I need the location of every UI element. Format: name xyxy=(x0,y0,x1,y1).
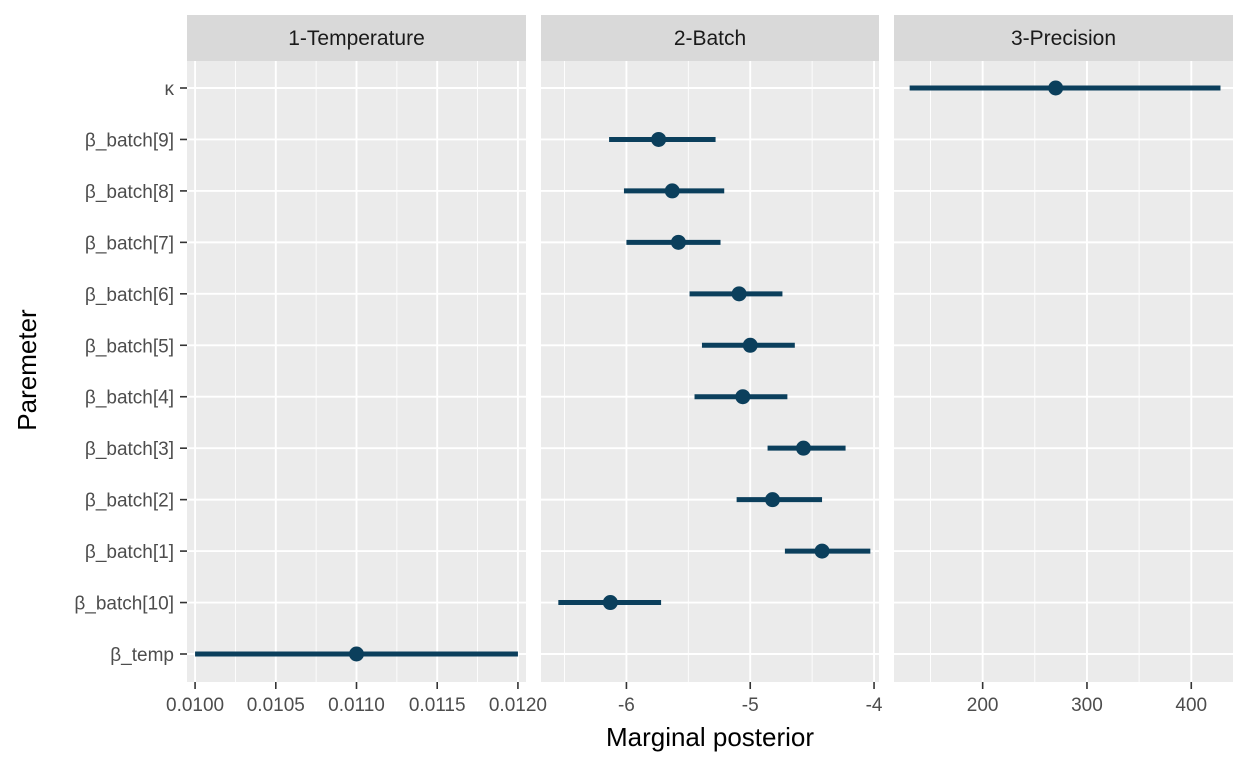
x-tick-label: 0.0105 xyxy=(247,695,305,716)
y-tick-label: κ xyxy=(165,79,175,100)
median-point xyxy=(1048,80,1064,96)
panel-1: 1-Temperature 0.0100 0.0105 0.0110 0.0115 0.0… xyxy=(166,15,547,716)
y-tick-label: β_batch[7] xyxy=(85,233,174,254)
median-point xyxy=(670,234,686,250)
panel-background xyxy=(894,61,1233,682)
panel-2: 2-Batch -6 -5 -4 xyxy=(541,15,883,716)
panel-strip xyxy=(894,15,1233,61)
panel-strip xyxy=(187,15,526,61)
y-tick-label: β_batch[8] xyxy=(85,182,174,203)
median-point xyxy=(602,595,618,611)
median-point xyxy=(742,337,758,353)
panel-background xyxy=(541,61,879,682)
panel-strip-title: 2-Batch xyxy=(674,27,746,50)
x-axis-title: Marginal posterior xyxy=(606,722,814,752)
median-point xyxy=(731,286,747,302)
x-tick-label: 300 xyxy=(1071,695,1103,716)
y-axis: β_temp β_batch[10] β_batch[1] β_batch[2] β_b… xyxy=(74,79,187,666)
x-tick-label: -6 xyxy=(618,695,635,716)
median-point xyxy=(349,646,364,662)
median-point xyxy=(765,492,781,508)
x-tick-label: -5 xyxy=(742,695,759,716)
y-tick-label: β_batch[9] xyxy=(85,130,174,151)
panel-3: 3-Precision 200 300 400 xyxy=(894,15,1233,716)
x-tick-label: 0.0100 xyxy=(166,695,224,716)
y-tick-label: β_temp xyxy=(110,645,174,666)
x-tick-label: 400 xyxy=(1175,695,1207,716)
y-tick-label: β_batch[6] xyxy=(85,285,174,306)
x-tick-label: 0.0120 xyxy=(489,695,547,716)
y-tick-label: β_batch[10] xyxy=(74,594,174,615)
panel-strip xyxy=(541,15,879,61)
panels-layer: 1-Temperature 0.0100 0.0105 0.0110 0.0115 0.0… xyxy=(166,15,1233,716)
x-tick-label: 0.0110 xyxy=(328,695,385,716)
median-point xyxy=(735,389,751,405)
panel-strip-title: 1-Temperature xyxy=(288,27,425,50)
x-tick-label: -4 xyxy=(866,695,883,716)
median-point xyxy=(651,131,667,147)
x-tick-label: 0.0115 xyxy=(409,695,466,716)
y-tick-label: β_batch[1] xyxy=(85,542,174,563)
y-tick-label: β_batch[4] xyxy=(85,388,174,409)
y-tick-label: β_batch[2] xyxy=(85,491,174,512)
y-tick-label: β_batch[3] xyxy=(85,439,174,460)
median-point xyxy=(795,440,811,456)
y-tick-label: β_batch[5] xyxy=(85,336,174,357)
median-point xyxy=(814,543,830,559)
median-point xyxy=(664,183,680,199)
y-axis-title: Paremeter xyxy=(12,309,42,431)
x-tick-label: 200 xyxy=(967,695,999,716)
panel-strip-title: 3-Precision xyxy=(1011,27,1116,50)
